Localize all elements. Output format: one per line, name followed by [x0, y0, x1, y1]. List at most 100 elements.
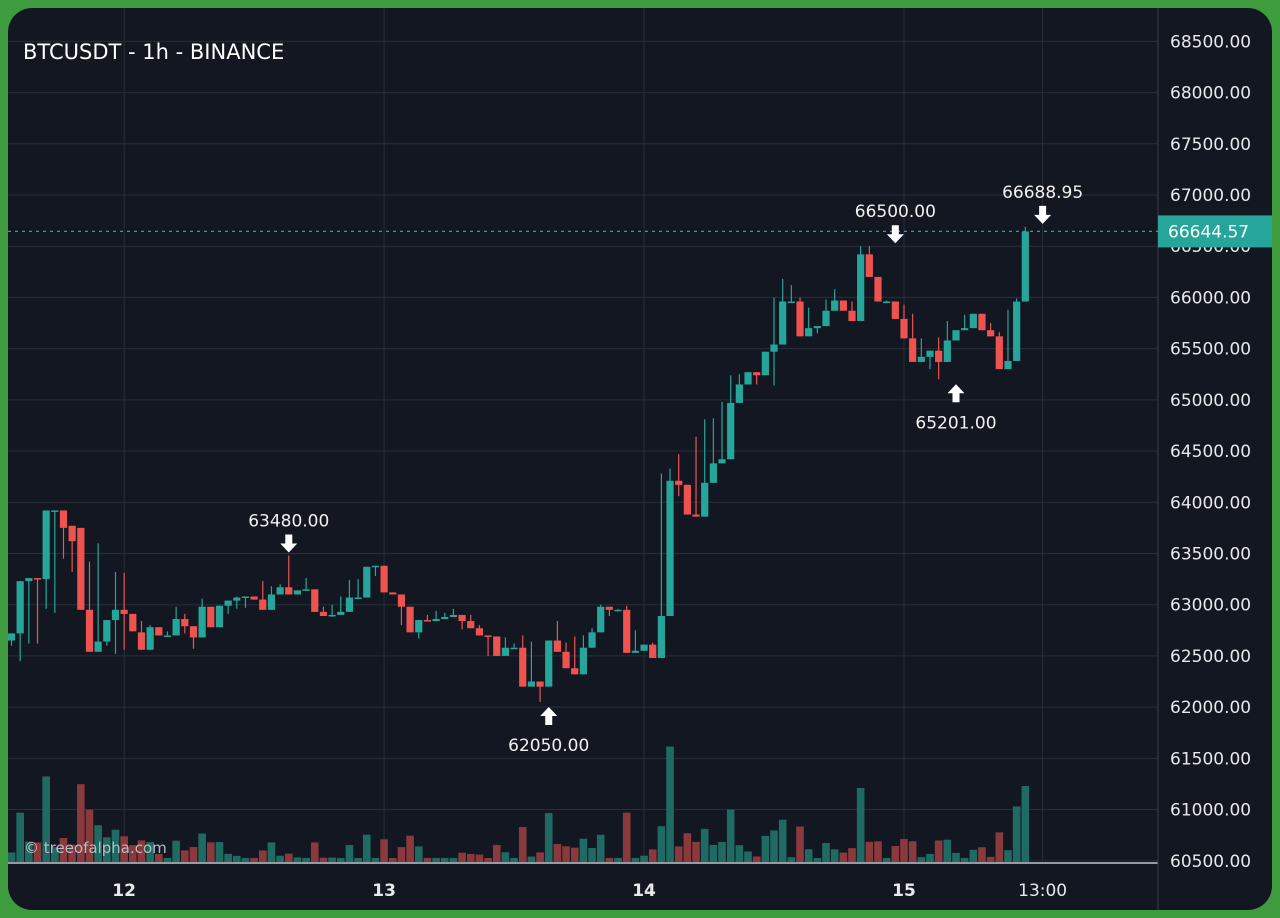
candle[interactable]	[250, 596, 258, 600]
candle[interactable]	[415, 620, 423, 639]
candle[interactable]	[233, 596, 241, 609]
candle[interactable]	[640, 644, 648, 651]
candle[interactable]	[805, 307, 813, 337]
candle[interactable]	[1013, 298, 1021, 361]
candle[interactable]	[129, 613, 137, 632]
candle[interactable]	[1021, 226, 1029, 302]
candle[interactable]	[623, 605, 631, 653]
candle[interactable]	[241, 596, 250, 608]
candle[interactable]	[813, 326, 821, 334]
candle[interactable]	[155, 627, 163, 636]
candle[interactable]	[649, 642, 657, 658]
candle[interactable]	[42, 510, 50, 609]
candle[interactable]	[631, 630, 639, 653]
candle[interactable]	[8, 633, 16, 646]
candle[interactable]	[579, 635, 587, 675]
candle[interactable]	[891, 301, 899, 319]
candle[interactable]	[337, 596, 345, 615]
candle[interactable]	[189, 626, 198, 649]
candle[interactable]	[787, 285, 795, 304]
candle[interactable]	[467, 614, 475, 629]
candle[interactable]	[103, 620, 111, 646]
candle[interactable]	[900, 304, 908, 339]
candle[interactable]	[857, 246, 865, 321]
candle[interactable]	[874, 276, 882, 302]
candle[interactable]	[753, 372, 761, 385]
candle[interactable]	[839, 300, 847, 311]
candle[interactable]	[527, 641, 535, 687]
candle[interactable]	[51, 510, 59, 613]
candle[interactable]	[501, 637, 510, 656]
candle[interactable]	[406, 606, 414, 633]
candle[interactable]	[423, 614, 432, 622]
candle[interactable]	[276, 584, 284, 595]
candle[interactable]	[59, 510, 68, 559]
candle[interactable]	[311, 589, 319, 612]
candle[interactable]	[614, 608, 622, 612]
candlestick-chart[interactable]: 68500.00 68000.00 67500.00 67000.00 66500.00…	[8, 8, 1272, 910]
candle[interactable]	[796, 297, 804, 337]
candle[interactable]	[1004, 309, 1012, 370]
candle[interactable]	[198, 598, 206, 638]
candle[interactable]	[935, 337, 943, 380]
candle[interactable]	[449, 608, 458, 617]
candle[interactable]	[363, 566, 371, 598]
candle[interactable]	[267, 586, 276, 610]
candle[interactable]	[345, 580, 354, 612]
candle[interactable]	[536, 681, 544, 702]
candle[interactable]	[865, 246, 873, 277]
candle[interactable]	[215, 605, 224, 628]
candle[interactable]	[302, 578, 310, 591]
candle[interactable]	[718, 401, 726, 464]
candle[interactable]	[657, 473, 665, 658]
candle[interactable]	[597, 604, 605, 633]
candle[interactable]	[735, 374, 743, 403]
candle[interactable]	[285, 555, 293, 595]
candle[interactable]	[831, 289, 839, 311]
candle[interactable]	[605, 606, 613, 616]
candle[interactable]	[848, 301, 856, 321]
candle[interactable]	[85, 561, 94, 652]
candle[interactable]	[16, 581, 24, 662]
candle[interactable]	[909, 313, 917, 362]
candle[interactable]	[744, 372, 752, 385]
candle[interactable]	[181, 613, 189, 634]
candle[interactable]	[510, 643, 518, 650]
candle[interactable]	[675, 454, 683, 497]
candle[interactable]	[761, 351, 769, 376]
candle[interactable]	[68, 525, 76, 572]
candle[interactable]	[987, 323, 995, 337]
candle[interactable]	[484, 635, 492, 656]
candle[interactable]	[371, 565, 380, 577]
candle[interactable]	[519, 635, 527, 687]
candle[interactable]	[779, 278, 787, 345]
candle[interactable]	[553, 621, 561, 652]
candle[interactable]	[380, 565, 388, 593]
candle[interactable]	[683, 484, 691, 515]
candle[interactable]	[969, 313, 977, 329]
candle[interactable]	[926, 350, 934, 370]
candle[interactable]	[328, 604, 336, 617]
candle[interactable]	[163, 631, 172, 637]
candle[interactable]	[389, 592, 397, 595]
candle[interactable]	[666, 468, 674, 616]
candle[interactable]	[493, 636, 501, 656]
candle[interactable]	[545, 640, 553, 687]
candle[interactable]	[397, 594, 406, 626]
candle[interactable]	[94, 543, 102, 652]
candle[interactable]	[354, 579, 362, 600]
candle[interactable]	[770, 297, 778, 386]
candle[interactable]	[692, 436, 700, 517]
candle[interactable]	[137, 621, 146, 650]
candle[interactable]	[883, 300, 891, 304]
candle[interactable]	[588, 628, 596, 648]
candle[interactable]	[475, 625, 484, 636]
candle[interactable]	[441, 612, 449, 620]
candle[interactable]	[319, 606, 328, 616]
candle[interactable]	[943, 320, 951, 362]
candle[interactable]	[458, 614, 466, 630]
candle[interactable]	[952, 330, 960, 341]
candle[interactable]	[961, 314, 969, 331]
candle[interactable]	[701, 419, 709, 517]
candle[interactable]	[120, 572, 128, 650]
